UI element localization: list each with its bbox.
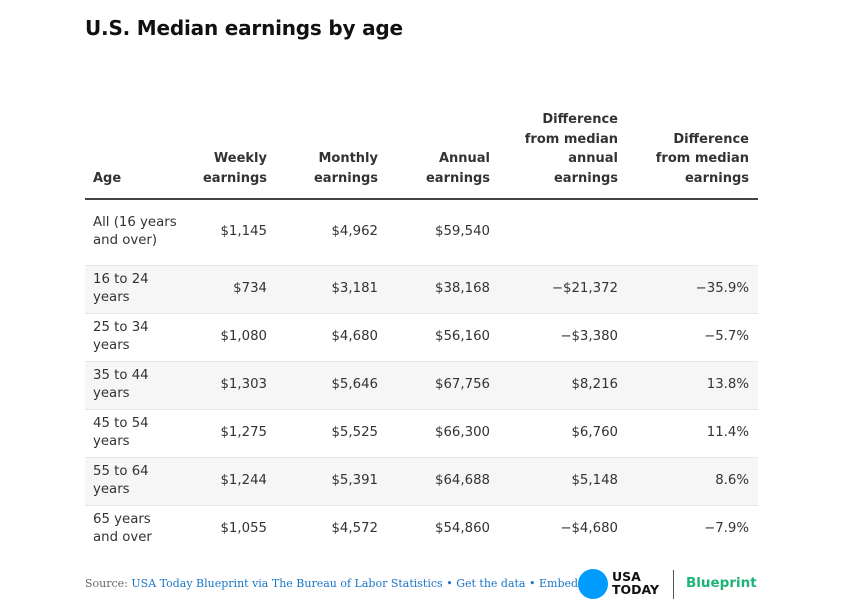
- cell-diff-annual: −$3,380: [499, 312, 627, 361]
- cell-monthly: $5,391: [276, 456, 387, 505]
- cell-diff-pct: 13.8%: [627, 360, 758, 409]
- cell-annual: $54,860: [387, 504, 499, 553]
- cell-annual: $64,688: [387, 456, 499, 505]
- cell-weekly: $1,303: [188, 360, 276, 409]
- table-row: 55 to 64 years $1,244 $5,391 $64,688 $5,…: [85, 456, 758, 505]
- separator: •: [529, 577, 536, 590]
- column-header-monthly[interactable]: Monthly earnings: [276, 82, 387, 200]
- header-row: Age Weekly earnings Monthly earnings Ann…: [85, 82, 758, 200]
- cell-monthly: $4,572: [276, 504, 387, 553]
- usa-today-logo: USA TODAY: [612, 570, 659, 596]
- cell-weekly: $1,145: [220, 224, 267, 239]
- cell-monthly: $3,181: [276, 264, 387, 313]
- cell-monthly: $5,525: [276, 408, 387, 457]
- column-header-diff-annual[interactable]: Difference from median annual earnings: [499, 82, 627, 200]
- cell-diff-pct: −5.7%: [627, 312, 758, 361]
- cell-diff-pct: −35.9%: [627, 264, 758, 313]
- column-header-weekly[interactable]: Weekly earnings: [188, 82, 276, 200]
- cell-age: 16 to 24 years: [85, 264, 188, 313]
- cell-age: All (16 years and over): [93, 214, 177, 249]
- source-label: Source:: [85, 577, 128, 590]
- column-header-diff-pct[interactable]: Difference from median earnings: [627, 82, 758, 200]
- source-link[interactable]: USA Today Blueprint via The Bureau of La…: [131, 577, 443, 590]
- cell-diff-pct: −7.9%: [627, 504, 758, 553]
- cell-diff-annual: $6,760: [499, 408, 627, 457]
- table-row: 65 years and over $1,055 $4,572 $54,860 …: [85, 504, 758, 553]
- logo-line-2: TODAY: [612, 582, 660, 597]
- cell-diff-pct: 8.6%: [627, 456, 758, 505]
- chart-title: U.S. Median earnings by age: [85, 16, 403, 40]
- table-row: 25 to 34 years $1,080 $4,680 $56,160 −$3…: [85, 312, 758, 361]
- cell-weekly: $1,244: [188, 456, 276, 505]
- logo-divider: [673, 570, 674, 599]
- get-data-link[interactable]: Get the data: [456, 577, 526, 590]
- cell-diff-annual: −$21,372: [499, 264, 627, 313]
- cell-age: 25 to 34 years: [85, 312, 188, 361]
- cell-weekly: $1,275: [188, 408, 276, 457]
- cell-annual: $67,756: [387, 360, 499, 409]
- cell-diff-annual: $8,216: [499, 360, 627, 409]
- cell-diff-pct: [627, 199, 758, 265]
- logo-line-1: USA: [612, 569, 641, 584]
- cell-diff-pct: 11.4%: [627, 408, 758, 457]
- table-row: 16 to 24 years $734 $3,181 $38,168 −$21,…: [85, 264, 758, 313]
- cell-annual: $38,168: [387, 264, 499, 313]
- column-header-annual[interactable]: Annual earnings: [387, 82, 499, 200]
- cell-annual: $59,540: [435, 224, 490, 239]
- cell-monthly: $4,962: [331, 224, 378, 239]
- cell-monthly: $5,646: [276, 360, 387, 409]
- usa-today-logo-circle: [578, 569, 608, 599]
- cell-age: 45 to 54 years: [85, 408, 188, 457]
- table-row: 45 to 54 years $1,275 $5,525 $66,300 $6,…: [85, 408, 758, 457]
- cell-diff-annual: $5,148: [499, 456, 627, 505]
- cell-weekly: $734: [188, 264, 276, 313]
- earnings-table: Age Weekly earnings Monthly earnings Ann…: [85, 82, 758, 553]
- source-line: Source: USA Today Blueprint via The Bure…: [85, 577, 578, 590]
- table-row: 35 to 44 years $1,303 $5,646 $67,756 $8,…: [85, 360, 758, 409]
- separator: •: [446, 577, 453, 590]
- cell-diff-annual: [499, 199, 627, 265]
- blueprint-logo: Blueprint: [686, 575, 757, 591]
- cell-diff-annual: −$4,680: [499, 504, 627, 553]
- column-header-age[interactable]: Age: [85, 82, 188, 200]
- table-row: All (16 years and over) $1,145 $4,962 $5…: [85, 199, 758, 265]
- embed-link[interactable]: Embed: [539, 577, 579, 590]
- cell-age: 55 to 64 years: [85, 456, 188, 505]
- cell-weekly: $1,055: [188, 504, 276, 553]
- cell-weekly: $1,080: [188, 312, 276, 361]
- cell-age: 65 years and over: [85, 504, 188, 553]
- cell-annual: $56,160: [387, 312, 499, 361]
- cell-annual: $66,300: [387, 408, 499, 457]
- cell-monthly: $4,680: [276, 312, 387, 361]
- cell-age: 35 to 44 years: [85, 360, 188, 409]
